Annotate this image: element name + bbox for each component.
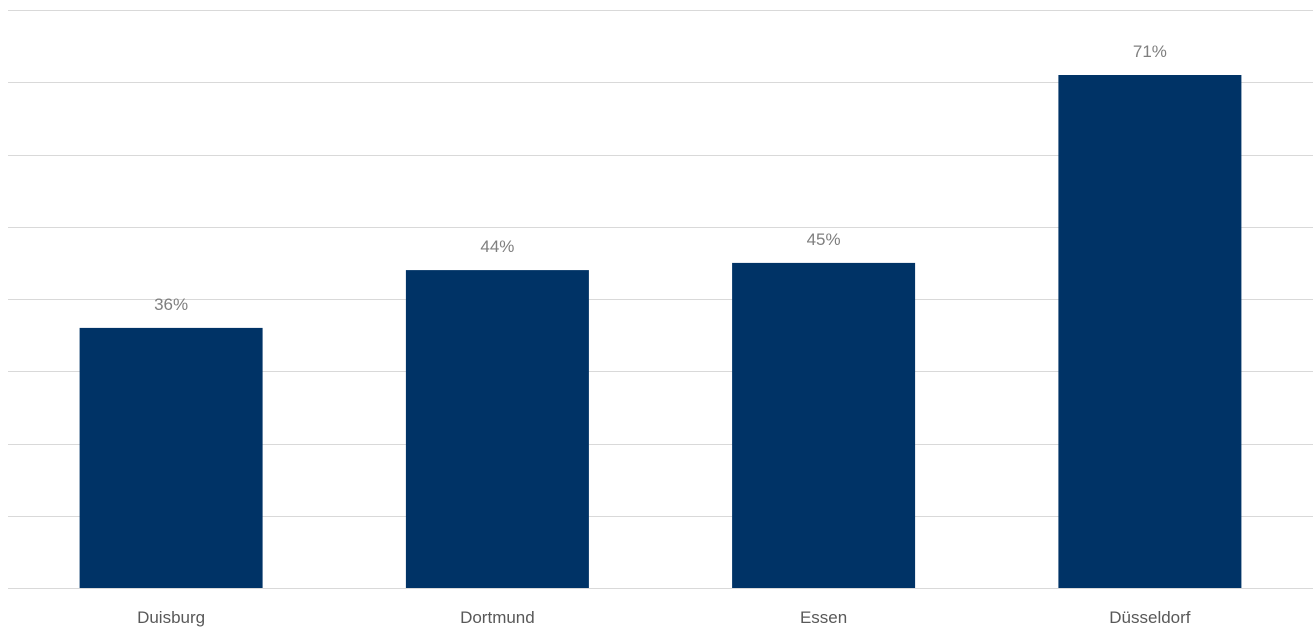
bar-dortmund [405,270,589,588]
data-labels: 36% 44% 45% 71% [154,42,1167,314]
x-tick-label-dortmund: Dortmund [460,608,535,627]
data-label-duisburg: 36% [154,295,188,314]
data-label-essen: 45% [807,230,841,249]
bar-düsseldorf [1058,75,1242,588]
x-tick-label-düsseldorf: Düsseldorf [1109,608,1191,627]
data-label-dortmund: 44% [480,237,514,256]
x-axis-tick-labels: Duisburg Dortmund Essen Düsseldorf [137,608,1191,627]
bar-essen [732,262,916,588]
data-label-düsseldorf: 71% [1133,42,1167,61]
x-tick-label-duisburg: Duisburg [137,608,205,627]
bars [79,75,1242,588]
x-tick-label-essen: Essen [800,608,847,627]
bar-duisburg [79,327,263,588]
